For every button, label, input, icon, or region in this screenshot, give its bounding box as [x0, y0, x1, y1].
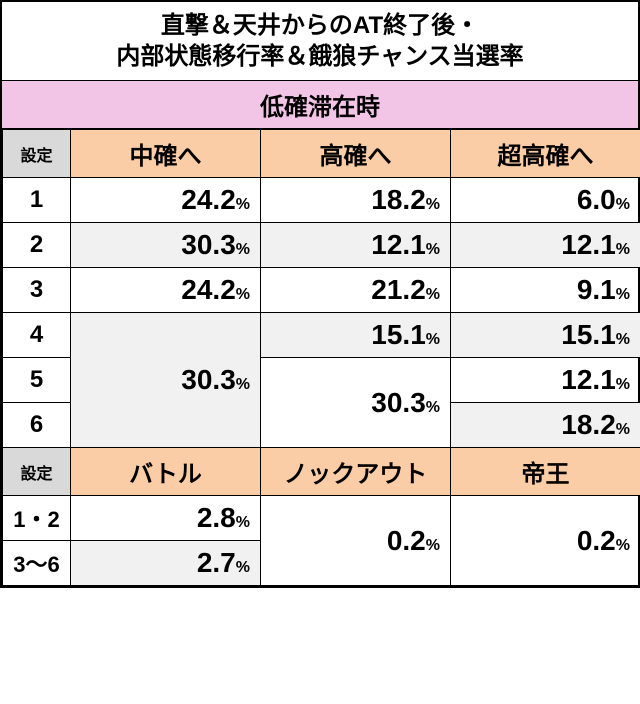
value-cell: 9.1% [451, 268, 640, 313]
value-cell: 15.1% [451, 313, 640, 358]
value-cell: 2.7% [71, 541, 261, 586]
value-cell: 12.1% [451, 358, 640, 403]
value-cell: 30.3% [71, 313, 261, 448]
settei-cell: 2 [3, 223, 71, 268]
data-table: 設定中確へ高確へ超高確へ124.2%18.2%6.0%230.3%12.1%12… [2, 129, 640, 586]
sub-heading: 低確滞在時 [2, 81, 638, 129]
value-cell: 30.3% [261, 358, 451, 448]
value-cell: 6.0% [451, 178, 640, 223]
settei-cell: 3〜6 [3, 541, 71, 586]
title-line1: 直撃＆天井からのAT終了後・ [161, 12, 479, 39]
settei-header: 設定 [3, 448, 71, 496]
column-header: バトル [71, 448, 261, 496]
settei-cell: 6 [3, 403, 71, 448]
value-cell: 0.2% [261, 496, 451, 586]
value-cell: 0.2% [451, 496, 640, 586]
column-header: 高確へ [261, 130, 451, 178]
value-cell: 24.2% [71, 268, 261, 313]
settei-cell: 5 [3, 358, 71, 403]
value-cell: 30.3% [71, 223, 261, 268]
value-cell: 12.1% [261, 223, 451, 268]
settei-cell: 1 [3, 178, 71, 223]
value-cell: 2.8% [71, 496, 261, 541]
value-cell: 21.2% [261, 268, 451, 313]
settei-cell: 1・2 [3, 496, 71, 541]
title-line2: 内部状態移行率＆餓狼チャンス当選率 [116, 43, 523, 70]
column-header: 中確へ [71, 130, 261, 178]
column-header: 超高確へ [451, 130, 640, 178]
settei-header: 設定 [3, 130, 71, 178]
value-cell: 24.2% [71, 178, 261, 223]
column-header: ノックアウト [261, 448, 451, 496]
table-container: 直撃＆天井からのAT終了後・ 内部状態移行率＆餓狼チャンス当選率 低確滞在時 設… [0, 0, 640, 588]
value-cell: 18.2% [451, 403, 640, 448]
value-cell: 18.2% [261, 178, 451, 223]
value-cell: 15.1% [261, 313, 451, 358]
main-title: 直撃＆天井からのAT終了後・ 内部状態移行率＆餓狼チャンス当選率 [2, 2, 638, 81]
settei-cell: 3 [3, 268, 71, 313]
value-cell: 12.1% [451, 223, 640, 268]
settei-cell: 4 [3, 313, 71, 358]
column-header: 帝王 [451, 448, 640, 496]
